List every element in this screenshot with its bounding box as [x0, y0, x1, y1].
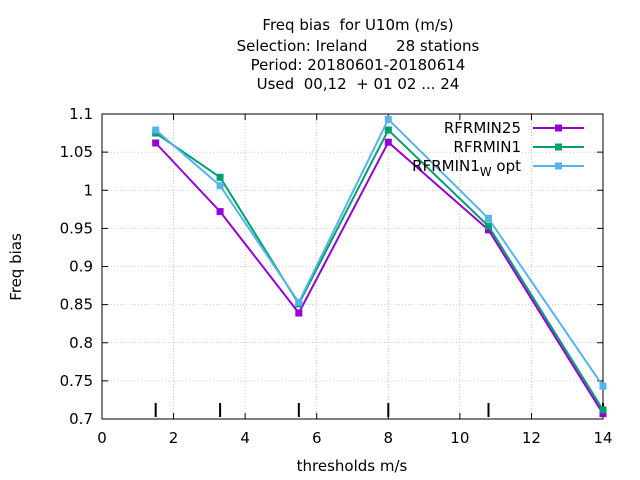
chart-title-line-2: Selection: Ireland 28 stations [236, 37, 480, 55]
legend-label-name: RFRMIN25 [444, 119, 521, 137]
x-axis-label: thresholds m/s [297, 457, 408, 475]
series-2-point [216, 173, 224, 181]
x-tick-label: 0 [97, 429, 107, 447]
x-tick-label: 10 [450, 429, 469, 447]
y-tick-label: 1.1 [69, 105, 93, 123]
legend-marker-1 [555, 124, 562, 132]
legend-marker-2 [555, 143, 562, 151]
series-1-point [484, 226, 492, 234]
series-line-2 [155, 128, 604, 411]
x-tick-label: 14 [593, 429, 612, 447]
legend-label-3: RFRMIN1W opt [412, 157, 521, 179]
x-tick-label: 12 [522, 429, 541, 447]
x-tick-label: 8 [384, 429, 394, 447]
x-tick-label: 6 [312, 429, 322, 447]
y-tick-label: 0.95 [60, 219, 93, 237]
y-tick-label: 0.85 [60, 296, 93, 314]
y-tick-label: 0.7 [69, 410, 93, 428]
data-series [152, 115, 607, 418]
series-1-point [216, 208, 224, 216]
legend-label-name: RFRMIN1 [453, 138, 521, 156]
chart-title-line-1: Freq bias for U10m (m/s) [262, 16, 454, 34]
threshold-marks [154, 403, 604, 417]
y-tick-label: 0.75 [60, 372, 93, 390]
series-3-point [216, 182, 224, 190]
legend-label-suffix: opt [492, 157, 521, 175]
y-tick-label: 1 [83, 181, 93, 199]
y-axis-label: Freq bias [7, 233, 25, 301]
series-2-point [484, 222, 492, 230]
series-2-point [384, 126, 392, 134]
x-axis-ticks: 0 2 4 6 8 10 12 14 [97, 114, 613, 447]
chart-title-line-3: Period: 20180601-20180614 [250, 56, 466, 74]
series-1-point [384, 138, 392, 146]
series-1-point [295, 309, 303, 317]
series-3-point [599, 382, 607, 390]
legend-label-name: RFRMIN1 [412, 157, 480, 175]
series-3-point [152, 126, 160, 134]
series-line-1 [154, 140, 604, 415]
y-tick-label: 1.05 [60, 143, 93, 161]
series-3-point [384, 115, 392, 123]
x-tick-label: 2 [169, 429, 179, 447]
series-line-3 [155, 117, 604, 387]
series-3-point [295, 298, 303, 306]
grid-lines [102, 114, 603, 419]
series-1-point [599, 410, 607, 418]
chart-title-line-4: Used 00,12 + 01 02 ... 24 [256, 75, 460, 93]
series-3-point [484, 214, 492, 222]
x-tick-label: 4 [240, 429, 250, 447]
series-2-point [599, 406, 607, 414]
y-axis-ticks: 0.7 0.75 0.8 0.85 0.9 0.95 1 1.05 1.1 [60, 105, 603, 428]
legend-label-1: RFRMIN25 [444, 119, 521, 137]
series-1-point [152, 139, 160, 147]
legend-label-subscript: W [480, 165, 492, 179]
legend-label-2: RFRMIN1 [453, 138, 521, 156]
legend-marker-3 [555, 162, 562, 170]
y-tick-label: 0.8 [69, 334, 93, 352]
y-tick-label: 0.9 [69, 258, 93, 276]
